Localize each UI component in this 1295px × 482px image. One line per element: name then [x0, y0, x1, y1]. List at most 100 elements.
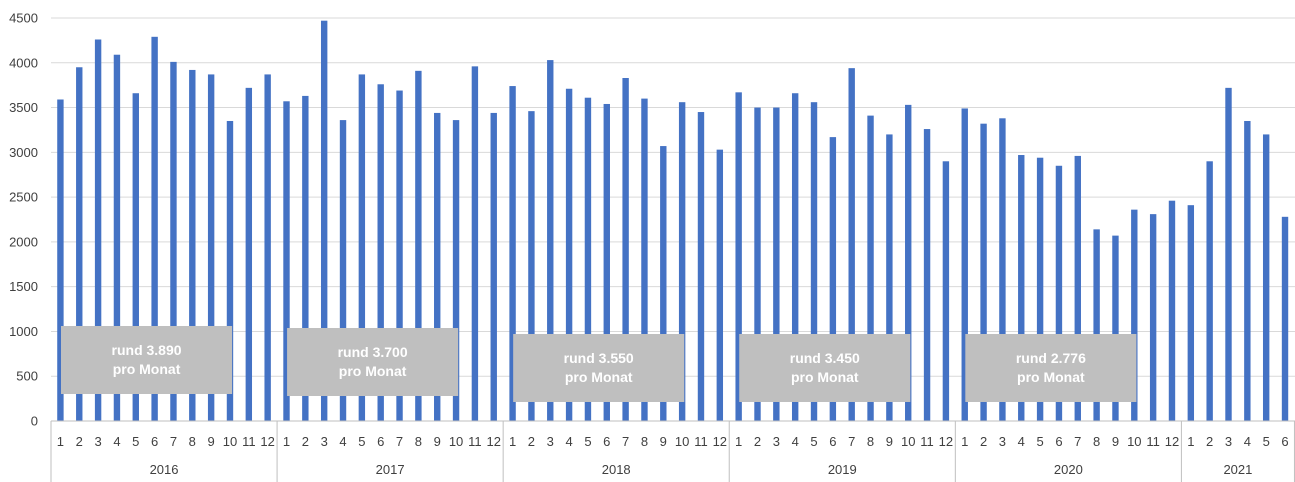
month-label: 2	[76, 434, 83, 449]
bar	[961, 108, 968, 421]
annotation-text: pro Monat	[1017, 369, 1085, 385]
bar	[377, 84, 384, 421]
bar	[942, 161, 950, 422]
month-label: 11	[242, 434, 256, 449]
month-label: 4	[565, 434, 572, 449]
month-label: 10	[901, 434, 915, 449]
bar	[547, 60, 554, 421]
month-label: 4	[792, 434, 799, 449]
bar	[1206, 161, 1213, 422]
bar	[1018, 155, 1025, 421]
month-label: 12	[713, 434, 727, 449]
bar	[245, 87, 253, 421]
bar	[320, 20, 328, 421]
month-label: 5	[1263, 434, 1270, 449]
bar	[170, 61, 177, 421]
month-label: 9	[660, 434, 667, 449]
bar	[113, 54, 121, 422]
month-label: 10	[1127, 434, 1141, 449]
y-tick-label: 500	[16, 369, 38, 384]
bar	[1074, 155, 1081, 421]
bar	[415, 70, 422, 422]
bar	[132, 93, 139, 421]
month-label: 10	[449, 434, 463, 449]
bar	[490, 112, 497, 421]
month-label: 3	[1225, 434, 1232, 449]
month-label: 2	[980, 434, 987, 449]
y-tick-label: 3500	[9, 100, 38, 115]
bar	[716, 149, 724, 421]
month-label: 11	[920, 434, 934, 449]
bar	[1244, 120, 1251, 421]
month-label: 5	[1036, 434, 1043, 449]
y-tick-label: 4000	[9, 55, 38, 70]
month-label: 11	[1146, 434, 1160, 449]
bar	[565, 88, 573, 421]
annotation-text: rund 3.700	[338, 344, 408, 360]
bar	[207, 74, 215, 422]
bar	[603, 103, 610, 422]
month-label: 4	[339, 434, 346, 449]
bar	[57, 99, 64, 422]
annotation-text: rund 3.450	[790, 350, 860, 366]
bar	[471, 66, 479, 422]
year-label: 2020	[1054, 462, 1083, 477]
month-label: 12	[487, 434, 501, 449]
month-label: 1	[1187, 434, 1194, 449]
bar	[754, 107, 761, 422]
month-label: 2	[754, 434, 761, 449]
bar	[1112, 235, 1119, 421]
bar	[302, 95, 309, 421]
bar	[697, 112, 705, 422]
month-label: 4	[113, 434, 120, 449]
annotation-box	[965, 334, 1137, 402]
month-label: 5	[358, 434, 365, 449]
month-label: 1	[283, 434, 290, 449]
bar	[264, 74, 271, 422]
month-label: 6	[151, 434, 158, 449]
bar	[905, 104, 912, 421]
bar	[735, 92, 742, 421]
annotation-box	[61, 326, 233, 394]
month-label: 8	[641, 434, 648, 449]
bar	[678, 102, 686, 421]
bar	[641, 98, 648, 421]
bar	[189, 69, 196, 421]
bar	[848, 68, 855, 421]
bar	[584, 97, 592, 422]
month-label: 3	[321, 434, 328, 449]
bar	[1225, 87, 1232, 421]
y-tick-label: 1000	[9, 324, 38, 339]
month-label: 12	[939, 434, 953, 449]
bar	[1055, 165, 1063, 421]
month-label: 3	[999, 434, 1006, 449]
y-tick-label: 4500	[9, 11, 38, 26]
bar	[1262, 134, 1270, 421]
bar	[76, 67, 83, 421]
month-label: 7	[622, 434, 629, 449]
month-label: 1	[57, 434, 64, 449]
bar	[1131, 209, 1138, 421]
bar	[452, 120, 460, 422]
month-label: 2	[528, 434, 535, 449]
annotation-text: pro Monat	[113, 361, 181, 377]
bar	[1036, 157, 1044, 421]
bar	[867, 115, 874, 422]
month-label: 8	[415, 434, 422, 449]
month-label: 9	[886, 434, 893, 449]
bar	[773, 107, 780, 422]
bar	[923, 129, 931, 421]
month-label: 5	[132, 434, 139, 449]
gridlines	[51, 17, 1295, 377]
annotations: rund 3.890 pro Monat rund 3.700 pro Monat ru…	[61, 326, 1137, 402]
month-label: 1	[735, 434, 742, 449]
month-label: 7	[1074, 434, 1081, 449]
year-label: 2017	[376, 462, 405, 477]
bar	[358, 74, 366, 422]
month-label: 3	[94, 434, 101, 449]
bar	[339, 120, 347, 422]
month-label: 8	[1093, 434, 1100, 449]
month-label: 2	[1206, 434, 1213, 449]
bar	[226, 120, 234, 421]
bar	[94, 39, 102, 421]
